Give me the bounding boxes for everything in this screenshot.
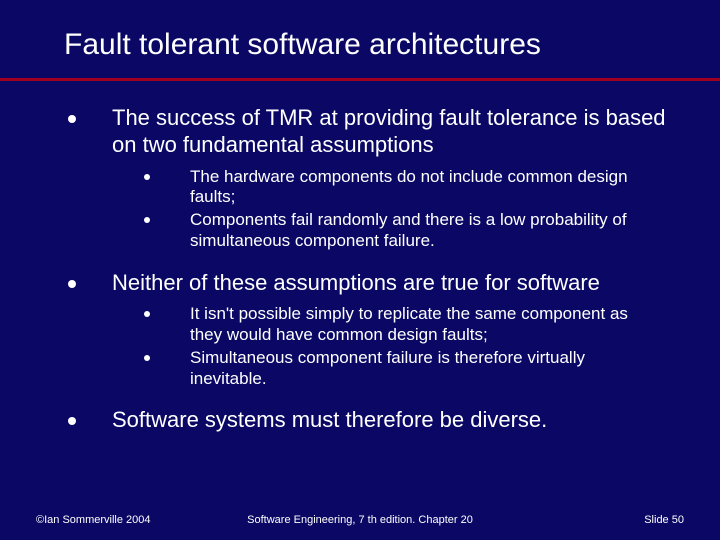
sub-bullet-text: It isn't possible simply to replicate th… — [190, 304, 670, 345]
bullet-text: Neither of these assumptions are true fo… — [112, 270, 600, 297]
slide-label: Slide — [644, 514, 672, 526]
disc-bullet-icon — [144, 174, 150, 180]
disc-bullet-icon — [68, 115, 76, 123]
bullet-level2: Simultaneous component failure is theref… — [50, 348, 670, 389]
title-bar: Fault tolerant software architectures — [0, 0, 720, 72]
bullet-text: Software systems must therefore be diver… — [112, 407, 547, 434]
slide-footer: ©Ian Sommerville 2004 Software Engineeri… — [0, 514, 720, 526]
sub-bullet-group: It isn't possible simply to replicate th… — [50, 304, 670, 389]
disc-bullet-icon — [68, 417, 76, 425]
sub-bullet-text: Components fail randomly and there is a … — [190, 210, 670, 251]
bullet-level1: Neither of these assumptions are true fo… — [50, 270, 670, 297]
slide-content: The success of TMR at providing fault to… — [0, 81, 720, 434]
bullet-text: The success of TMR at providing fault to… — [112, 105, 670, 159]
bullet-level1: The success of TMR at providing fault to… — [50, 105, 670, 159]
footer-slide-number: Slide 50 — [644, 514, 684, 526]
sub-bullet-text: The hardware components do not include c… — [190, 167, 670, 208]
slide-title: Fault tolerant software architectures — [64, 28, 700, 62]
bullet-level2: The hardware components do not include c… — [50, 167, 670, 208]
disc-bullet-icon — [68, 280, 76, 288]
slide-number-value: 50 — [672, 514, 684, 526]
disc-bullet-icon — [144, 217, 150, 223]
disc-bullet-icon — [144, 311, 150, 317]
footer-copyright: ©Ian Sommerville 2004 — [36, 514, 151, 526]
disc-bullet-icon — [144, 355, 150, 361]
bullet-level1: Software systems must therefore be diver… — [50, 407, 670, 434]
sub-bullet-text: Simultaneous component failure is theref… — [190, 348, 670, 389]
sub-bullet-group: The hardware components do not include c… — [50, 167, 670, 252]
bullet-level2: It isn't possible simply to replicate th… — [50, 304, 670, 345]
bullet-level2: Components fail randomly and there is a … — [50, 210, 670, 251]
